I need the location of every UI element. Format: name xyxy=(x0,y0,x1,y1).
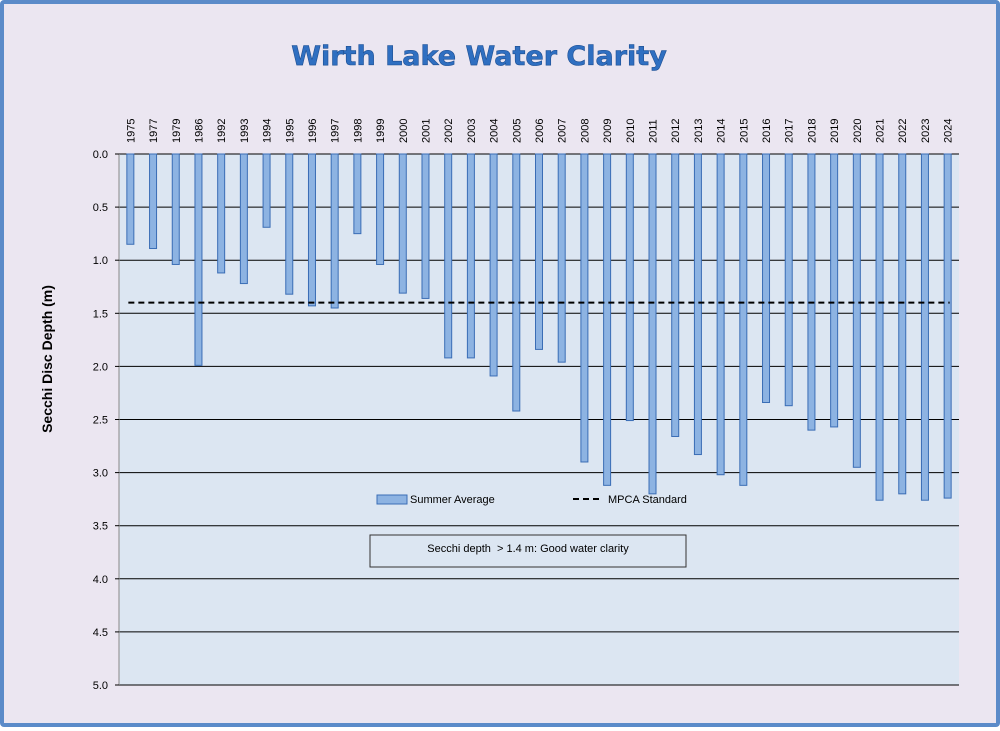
x-tick-label-2017: 2017 xyxy=(784,119,796,143)
x-tick-label-2001: 2001 xyxy=(420,119,432,143)
y-tick-label: 1.5 xyxy=(93,308,108,320)
bar-1996 xyxy=(307,153,316,307)
bar-1995 xyxy=(285,153,294,295)
x-tick-label-1999: 1999 xyxy=(375,119,387,143)
bar-2002 xyxy=(444,153,453,359)
bar-1977 xyxy=(149,153,158,250)
bar-1979 xyxy=(171,153,180,265)
x-tick-label-2016: 2016 xyxy=(761,119,773,143)
x-tick-label-2003: 2003 xyxy=(466,119,478,143)
x-tick-label-2008: 2008 xyxy=(579,119,591,143)
bar-2010 xyxy=(625,153,634,422)
x-tick-label-2005: 2005 xyxy=(511,119,523,143)
bar-2003 xyxy=(466,153,475,359)
y-tick-label: 2.0 xyxy=(93,361,108,373)
bar-1999 xyxy=(376,153,385,265)
bar-2006 xyxy=(535,153,543,350)
bar-2024 xyxy=(943,153,952,499)
bar-1993 xyxy=(239,153,248,285)
x-tick-label-2004: 2004 xyxy=(489,119,501,143)
x-tick-label-1996: 1996 xyxy=(307,119,319,143)
y-tick-label: 4.0 xyxy=(93,574,108,586)
bar-2008 xyxy=(580,153,589,463)
bar-2014 xyxy=(716,153,725,476)
bar-2021 xyxy=(875,153,884,501)
legend-label-summer-average: Summer Average xyxy=(410,494,495,506)
y-tick-label: 3.0 xyxy=(93,468,108,480)
bar-1986 xyxy=(194,153,203,366)
x-tick-label-1986: 1986 xyxy=(193,119,205,143)
x-tick-label-2020: 2020 xyxy=(852,119,864,143)
x-tick-label-2000: 2000 xyxy=(398,119,410,143)
bar-2019 xyxy=(830,153,839,428)
bar-2013 xyxy=(693,153,702,456)
x-tick-label-2010: 2010 xyxy=(625,119,637,143)
bar-2018 xyxy=(807,153,816,431)
x-tick-label-2015: 2015 xyxy=(738,119,750,143)
bar-2007 xyxy=(557,153,566,363)
x-tick-label-2009: 2009 xyxy=(602,119,614,143)
x-tick-label-2002: 2002 xyxy=(443,119,455,143)
chart-title: Wirth Lake Water Clarity xyxy=(291,41,667,72)
x-tick-label-1979: 1979 xyxy=(171,119,183,143)
y-axis-title: Secchi Disc Depth (m) xyxy=(39,285,55,433)
legend-label-mpca-standard: MPCA Standard xyxy=(608,494,687,506)
x-tick-label-2023: 2023 xyxy=(920,119,932,143)
x-tick-label-2012: 2012 xyxy=(670,119,682,143)
y-tick-label: 3.5 xyxy=(93,521,108,533)
bar-2000 xyxy=(398,153,407,294)
x-tick-label-1998: 1998 xyxy=(352,119,364,143)
x-tick-label-2006: 2006 xyxy=(534,119,546,143)
bar-1997 xyxy=(330,153,339,309)
bar-2015 xyxy=(739,153,748,486)
secchi-depth-chart: Wirth Lake Water Clarity 0.0 0.5 1.0 1.5 2.0… xyxy=(39,41,959,692)
x-tick-label-2019: 2019 xyxy=(829,119,841,143)
y-tick-label: 4.5 xyxy=(93,627,108,639)
x-tick-label-2021: 2021 xyxy=(875,119,887,143)
y-tick-label: 0.5 xyxy=(93,202,108,214)
y-tick-label: 0.0 xyxy=(93,149,108,161)
bar-2016 xyxy=(762,153,771,404)
legend: Summer Average MPCA Standard xyxy=(376,494,687,506)
x-tick-label-1977: 1977 xyxy=(148,119,160,143)
bar-2011 xyxy=(648,153,657,495)
legend-swatch-summer-average xyxy=(376,494,408,505)
bar-series xyxy=(126,153,952,501)
x-tick-label-1975: 1975 xyxy=(125,119,137,143)
x-tick-label-2024: 2024 xyxy=(943,119,955,143)
bar-2020 xyxy=(852,153,861,468)
bar-2017 xyxy=(784,153,793,407)
x-tick-label-2018: 2018 xyxy=(806,119,818,143)
annotation-text: Secchi depth > 1.4 m: Good water clarity xyxy=(427,543,629,555)
x-tick-label-2014: 2014 xyxy=(716,119,728,143)
y-axis-ticks: 0.0 0.5 1.0 1.5 2.0 2.5 3.0 3.5 4.0 4.5 5.0 xyxy=(93,149,119,692)
x-tick-label-1994: 1994 xyxy=(262,119,274,143)
x-axis-ticks: 1975 1977 1979 1986 1992 1993 1994 1995 1996 1997… xyxy=(125,119,954,143)
bar-1975 xyxy=(126,153,135,245)
bar-2004 xyxy=(489,153,498,377)
x-tick-label-2013: 2013 xyxy=(693,119,705,143)
bar-2012 xyxy=(671,153,680,437)
annotation-box: Secchi depth > 1.4 m: Good water clarity xyxy=(369,534,687,568)
x-tick-label-1997: 1997 xyxy=(330,119,342,143)
y-tick-label: 2.5 xyxy=(93,415,108,427)
x-tick-label-2011: 2011 xyxy=(648,119,660,143)
bar-2001 xyxy=(421,153,430,299)
bar-2005 xyxy=(512,153,521,412)
bar-1998 xyxy=(353,153,362,235)
x-tick-label-1993: 1993 xyxy=(239,119,251,143)
x-tick-label-1995: 1995 xyxy=(284,119,296,143)
bar-2023 xyxy=(920,153,929,501)
x-tick-label-1992: 1992 xyxy=(216,119,228,143)
bar-1994 xyxy=(262,153,271,228)
x-tick-label-2022: 2022 xyxy=(897,119,909,143)
annotation-border xyxy=(369,534,687,568)
y-tick-label: 1.0 xyxy=(93,255,108,267)
y-tick-label: 5.0 xyxy=(93,680,108,692)
bar-2009 xyxy=(603,153,612,486)
bar-2022 xyxy=(898,153,907,495)
x-tick-label-2007: 2007 xyxy=(557,119,569,143)
bar-1992 xyxy=(217,153,226,274)
